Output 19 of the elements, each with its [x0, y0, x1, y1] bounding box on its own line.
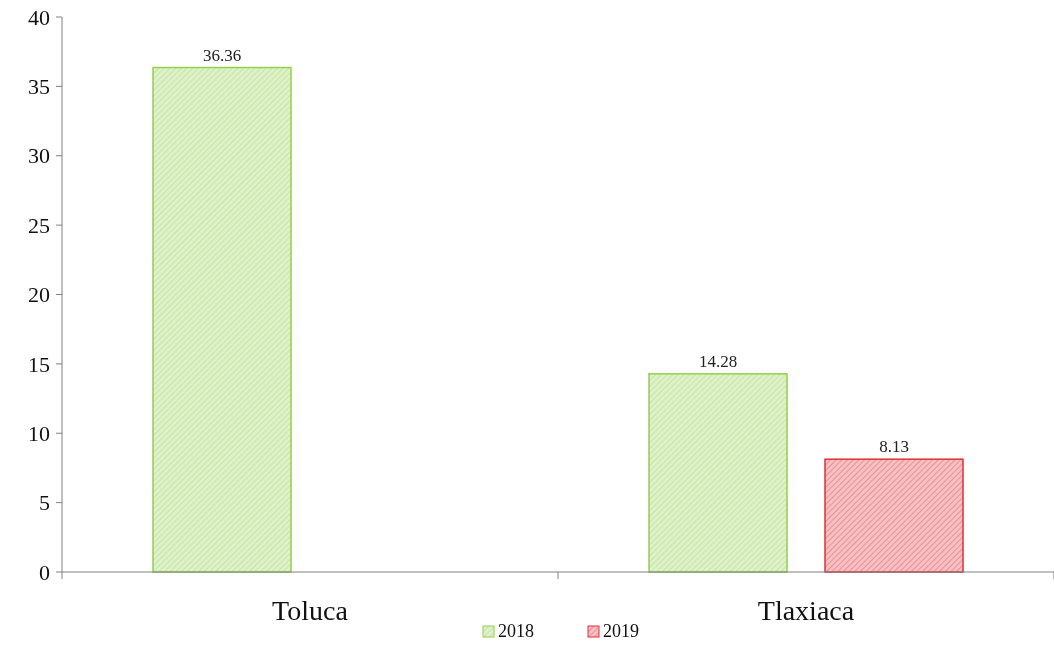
data-label: 14.28: [698, 351, 738, 371]
y-tick-label: 30: [28, 143, 50, 169]
legend-label: 2019: [603, 621, 639, 641]
data-label: 8.13: [879, 437, 909, 457]
x-tick-label: Toluca: [272, 595, 349, 626]
y-tick-label: 5: [39, 490, 50, 516]
y-tick-label: 25: [28, 212, 50, 238]
bar: [648, 373, 788, 573]
legend-label: 2018: [498, 621, 534, 641]
y-tick-label: 15: [28, 351, 50, 377]
y-tick-label: 0: [39, 559, 50, 585]
y-tick-label: 10: [28, 420, 50, 446]
x-tick-label: Tlaxiaca: [757, 595, 855, 626]
bar: [824, 458, 964, 573]
data-label: 36.36: [202, 45, 242, 65]
y-tick-label: 35: [28, 74, 50, 100]
y-tick-label: 20: [28, 282, 50, 308]
y-tick-label: 40: [28, 4, 50, 30]
bar: [152, 66, 292, 573]
